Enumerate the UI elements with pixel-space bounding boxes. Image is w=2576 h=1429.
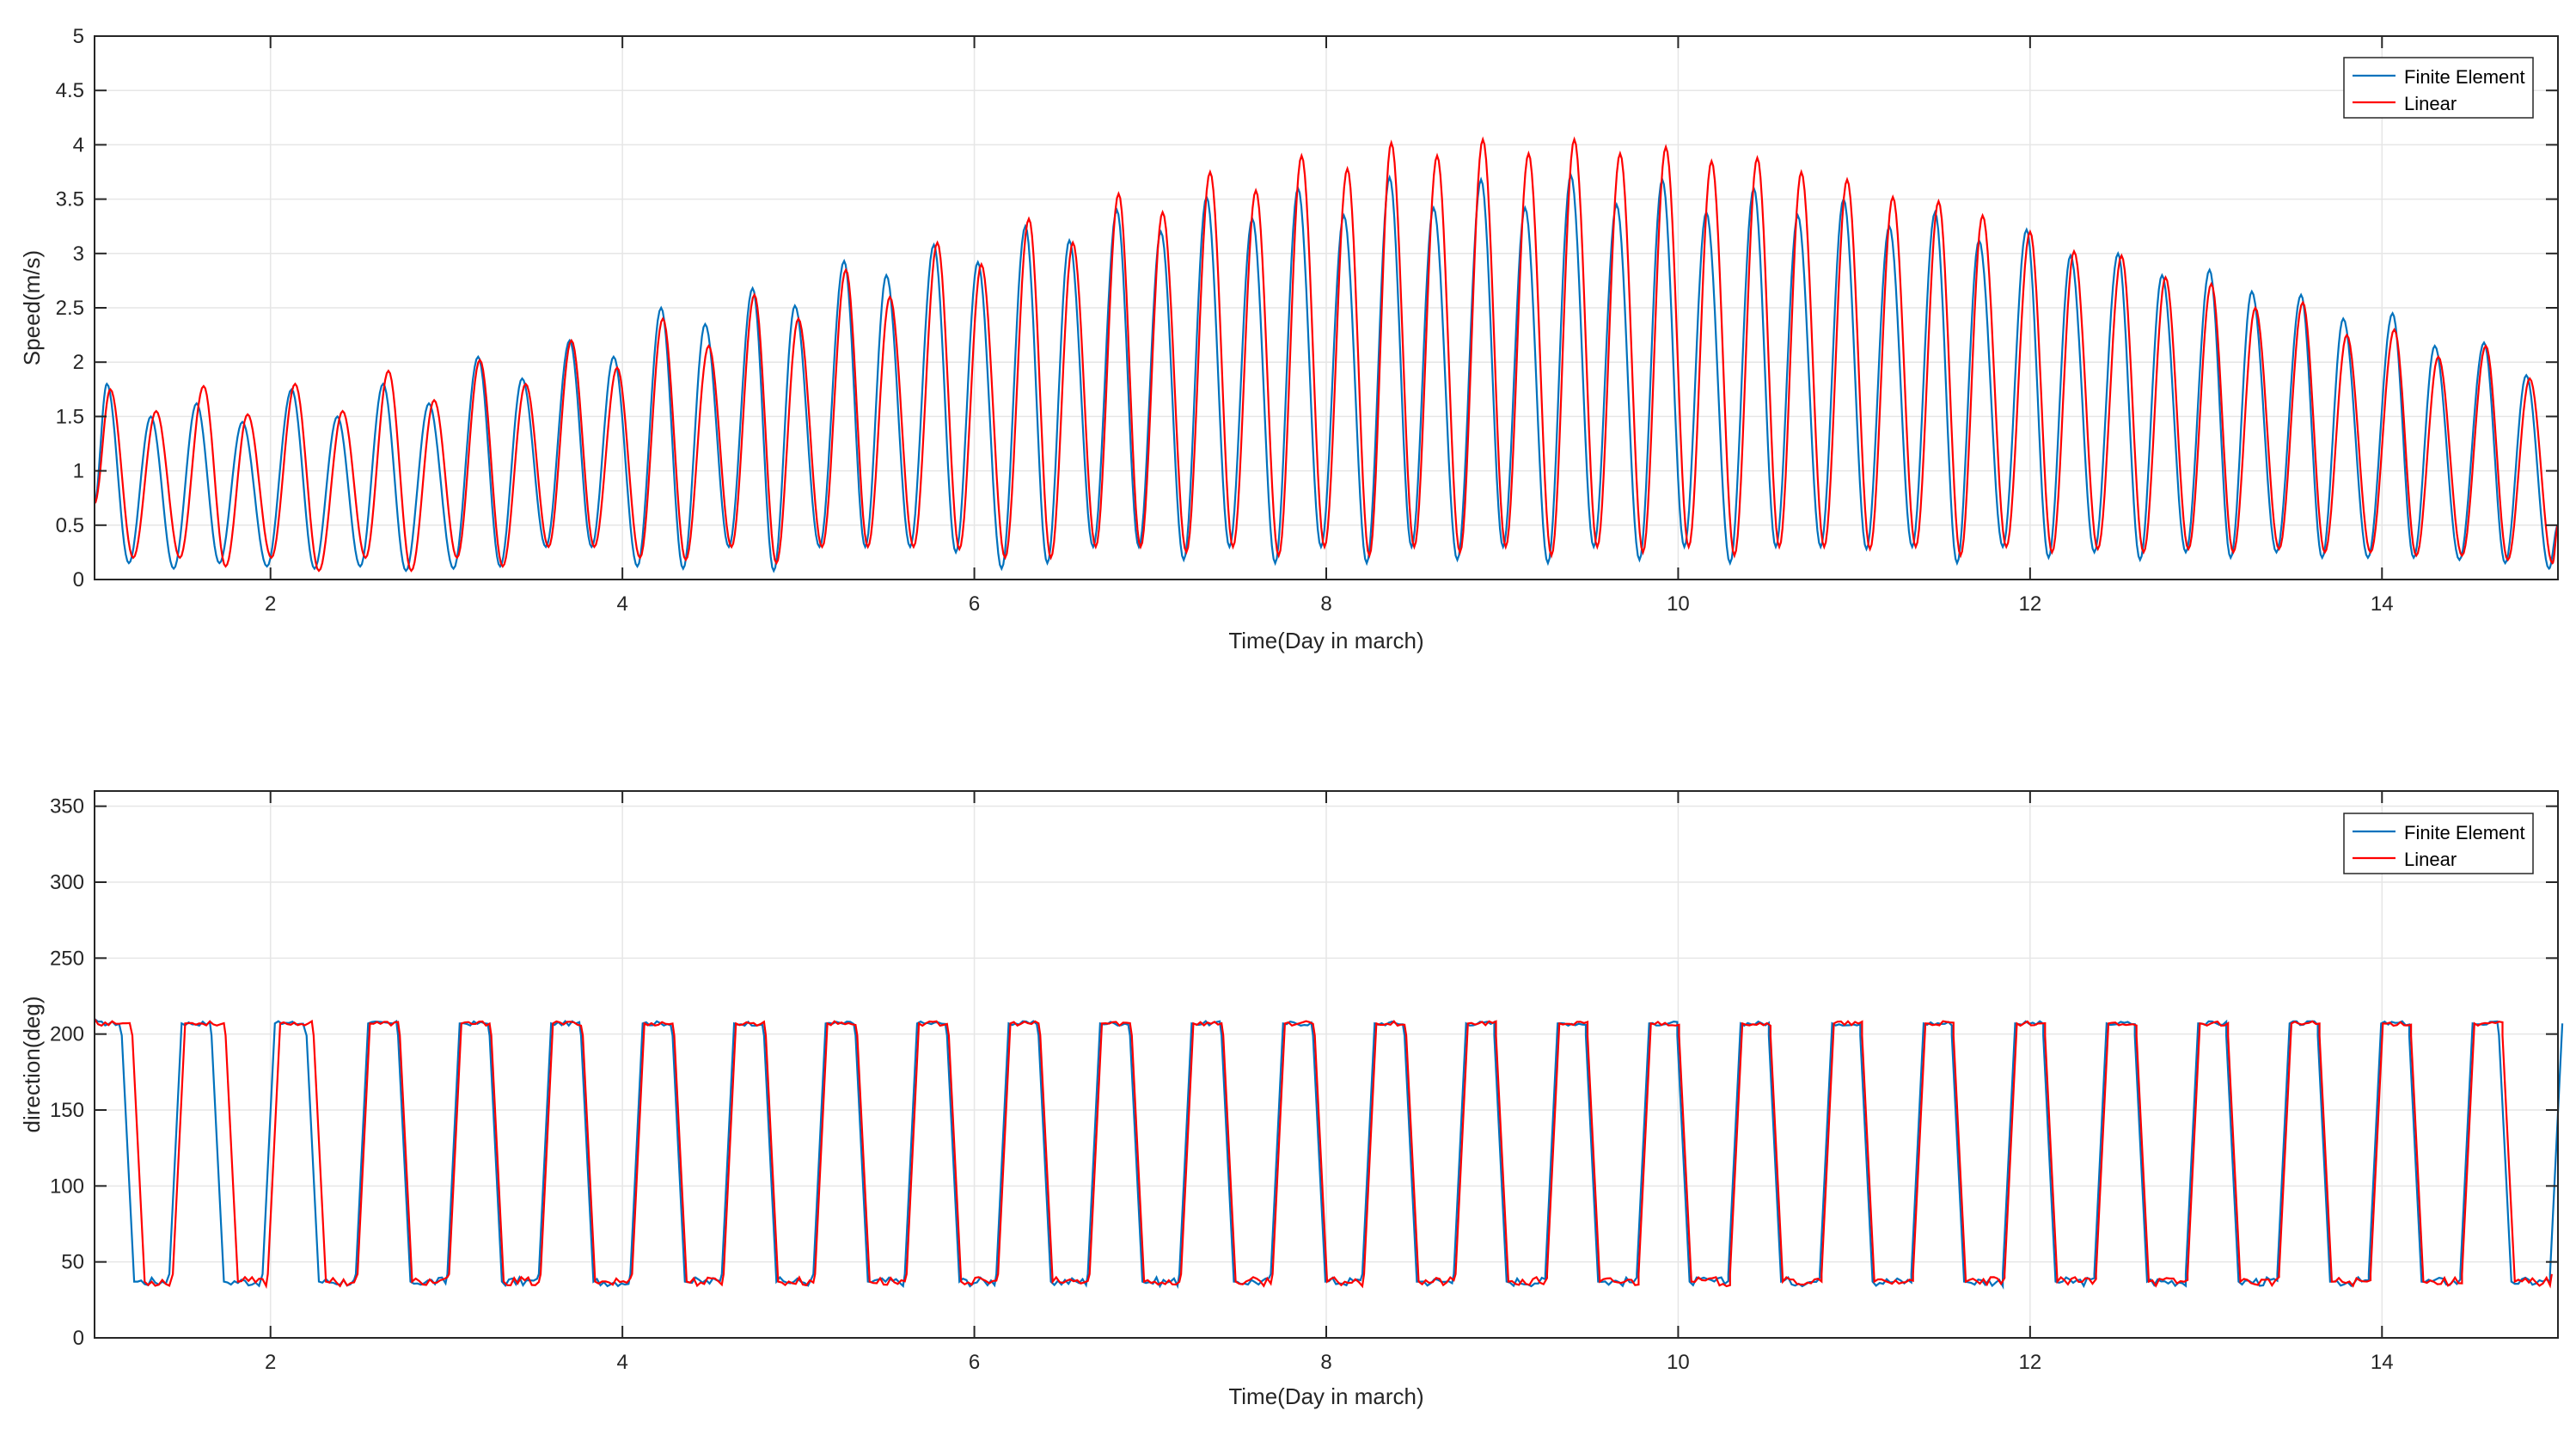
direction-x-ticks: 2 4 6 8 10 12 14	[265, 791, 2394, 1374]
speed-legend-linear-label: Linear	[2404, 93, 2457, 114]
speed-x-tick-label: 8	[1320, 592, 1331, 616]
direction-y-tick-label: 300	[50, 871, 84, 894]
speed-series-group	[94, 136, 2559, 573]
direction-x-tick-label: 14	[2371, 1351, 2394, 1374]
direction-legend-finite-element-label: Finite Element	[2404, 822, 2525, 843]
speed-y-tick-label: 4	[73, 133, 84, 156]
speed-y-tick-label: 0.5	[56, 514, 84, 537]
speed-linear-line	[94, 136, 2559, 573]
speed-x-tick-label: 12	[2019, 592, 2042, 616]
speed-legend: Finite Element Linear	[2343, 57, 2534, 119]
speed-x-tick-label: 2	[265, 592, 276, 616]
speed-y-tick-label: 3.5	[56, 188, 84, 212]
speed-x-tick-label: 4	[616, 592, 627, 616]
direction-legend: Finite Element Linear	[2343, 813, 2534, 874]
direction-x-tick-label: 8	[1320, 1351, 1331, 1374]
speed-y-tick-label: 4.5	[56, 79, 84, 102]
speed-y-tick-label: 5	[73, 25, 84, 48]
speed-y-tick-label: 0	[73, 568, 84, 592]
speed-legend-box	[2343, 57, 2534, 119]
direction-y-tick-label: 250	[50, 947, 84, 970]
direction-x-tick-label: 10	[1667, 1351, 1690, 1374]
speed-y-tick-label: 2.5	[56, 297, 84, 320]
direction-series-group	[94, 1018, 2564, 1291]
speed-y-tick-label: 2	[73, 351, 84, 374]
direction-x-tick-label: 12	[2019, 1351, 2042, 1374]
speed-x-tick-label: 6	[969, 592, 980, 616]
direction-linear-line	[94, 1018, 2553, 1290]
direction-legend-linear-label: Linear	[2404, 849, 2457, 870]
direction-y-tick-label: 0	[73, 1327, 84, 1350]
speed-x-tick-label: 14	[2371, 592, 2394, 616]
speed-legend-finite-element-label: Finite Element	[2404, 66, 2525, 88]
speed-x-tick-label: 10	[1667, 592, 1690, 616]
speed-y-axis-label: Speed(m/s)	[19, 250, 45, 365]
direction-y-tick-label: 200	[50, 1023, 84, 1046]
direction-y-ticks: 0 50 100 150 200 250 300 350	[50, 795, 2558, 1350]
speed-y-ticks: 0 0.5 1 1.5 2 2.5 3 3.5 4 4.5 5	[56, 25, 2558, 592]
direction-y-tick-label: 100	[50, 1174, 84, 1198]
direction-x-axis-label: Time(Day in march)	[1228, 1383, 1423, 1409]
direction-y-tick-label: 50	[61, 1251, 84, 1274]
direction-legend-box	[2343, 813, 2534, 874]
speed-y-tick-label: 1.5	[56, 405, 84, 428]
direction-x-tick-label: 2	[265, 1351, 276, 1374]
direction-x-tick-label: 6	[969, 1351, 980, 1374]
direction-y-axis-label: direction(deg)	[19, 997, 45, 1133]
direction-x-tick-label: 4	[616, 1351, 627, 1374]
direction-y-tick-label: 350	[50, 795, 84, 819]
speed-y-tick-label: 3	[73, 242, 84, 266]
speed-chart-panel: 2 4 6 8 10 12 14 0 0.5 1 1.5 2 2.5 3 3.5 4 4.5 5 Time(Da…	[19, 25, 2559, 653]
speed-x-axis-label: Time(Day in march)	[1228, 628, 1423, 653]
speed-x-ticks: 2 4 6 8 10 12 14	[265, 36, 2394, 616]
speed-finite-element-line	[94, 172, 2559, 573]
speed-y-tick-label: 1	[73, 460, 84, 483]
direction-chart-panel: 2 4 6 8 10 12 14 0 50 100 150 200 250 300 350 Time(Da…	[19, 790, 2564, 1409]
direction-y-tick-label: 150	[50, 1099, 84, 1122]
